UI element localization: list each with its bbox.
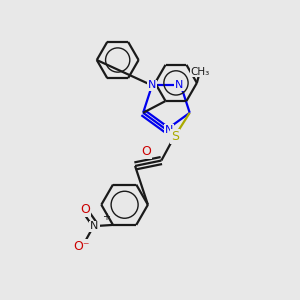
Text: O: O <box>81 203 90 216</box>
Text: N: N <box>148 80 156 90</box>
Text: O⁻: O⁻ <box>74 240 90 253</box>
Text: N: N <box>90 221 99 231</box>
Text: +: + <box>102 212 110 222</box>
Text: N: N <box>165 125 173 135</box>
Text: O: O <box>141 145 151 158</box>
Text: CH₃: CH₃ <box>191 67 210 76</box>
Text: N: N <box>175 80 184 90</box>
Text: S: S <box>171 130 179 142</box>
